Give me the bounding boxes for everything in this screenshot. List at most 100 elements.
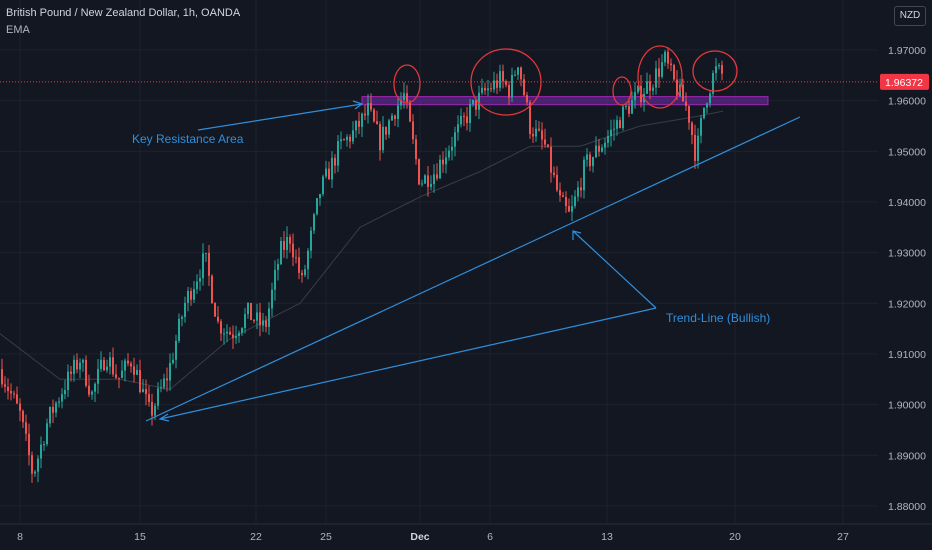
candle-body	[415, 139, 417, 160]
candle-body	[481, 87, 483, 93]
candle-body	[721, 65, 723, 74]
trendline-annotation-label: Trend-Line (Bullish)	[666, 311, 770, 325]
candle-body	[538, 128, 540, 131]
candle-body	[97, 368, 99, 384]
candle-body	[190, 290, 192, 300]
candle-body	[715, 66, 717, 74]
candle-body	[13, 393, 15, 395]
candle-body	[625, 106, 627, 108]
candle-body	[454, 132, 456, 147]
candle-body	[475, 99, 477, 110]
candle-body	[535, 128, 537, 137]
candle-body	[580, 187, 582, 191]
candle-body	[610, 129, 612, 137]
last-price-tag-bg	[880, 73, 929, 90]
candle-body	[466, 116, 468, 124]
candle-body	[547, 144, 549, 147]
candle-body	[286, 236, 288, 250]
candle-body	[217, 316, 219, 322]
candle-body	[142, 389, 144, 393]
candle-body	[262, 320, 264, 326]
price-axis[interactable]: 1.88000 1.89000 1.90000 1.91000 1.92000 1.930…	[888, 45, 926, 513]
candle-body	[265, 320, 267, 327]
candle-body	[271, 289, 273, 309]
candle-body	[112, 357, 114, 375]
candle-body	[193, 289, 195, 300]
candle-body	[589, 154, 591, 167]
candle-body	[406, 93, 408, 102]
candle-body	[541, 130, 543, 140]
resistance-zone	[361, 96, 769, 106]
candle-body	[166, 378, 168, 381]
candle-body	[187, 290, 189, 303]
candle-body	[109, 357, 111, 367]
candle-body	[655, 68, 657, 88]
candle-body	[82, 359, 84, 363]
candle-body	[283, 241, 285, 250]
candle-body	[439, 159, 441, 179]
candle-body	[208, 253, 210, 276]
candle-body	[667, 51, 669, 64]
time-axis[interactable]: 8 15 22 25 Dec 6 13 20 27	[17, 531, 849, 543]
candle-body	[1, 369, 3, 385]
y-tick-label: 1.91000	[888, 349, 926, 361]
candle-body	[472, 99, 474, 105]
candle-body	[52, 406, 54, 413]
candle-body	[331, 157, 333, 180]
last-price-tag: 1.96372	[880, 73, 929, 90]
candle-body	[79, 362, 81, 370]
candle-body	[181, 316, 183, 319]
candle-body	[706, 103, 708, 108]
candle-body	[484, 87, 486, 91]
annotations	[145, 100, 801, 422]
candle-body	[397, 105, 399, 119]
candle-body	[496, 80, 498, 88]
candle-body	[634, 92, 636, 100]
candle-body	[682, 84, 684, 102]
candle-body	[100, 359, 102, 369]
candle-body	[523, 79, 525, 96]
candle-body	[40, 444, 42, 459]
candle-body	[163, 378, 165, 388]
candle-body	[703, 107, 705, 119]
peak-circle-5	[692, 50, 738, 92]
candle-body	[502, 71, 504, 82]
candle-body	[493, 80, 495, 90]
peak-circle-3	[612, 76, 632, 106]
candle-body	[718, 65, 720, 67]
candle-body	[205, 253, 207, 255]
candle-body	[328, 168, 330, 180]
chart-title: British Pound / New Zealand Dollar, 1h, …	[6, 7, 241, 19]
candle-body	[61, 394, 63, 402]
candle-body	[709, 93, 711, 104]
candle-body	[151, 401, 153, 416]
candle-body	[673, 65, 675, 80]
trendline-arrowhead-upper	[572, 230, 582, 240]
candle-body	[25, 422, 27, 434]
candle-body	[211, 275, 213, 304]
candle-body	[310, 230, 312, 251]
candle-body	[343, 139, 345, 141]
candle-body	[145, 389, 147, 395]
candle-body	[4, 384, 6, 387]
candle-body	[427, 175, 429, 187]
candle-body	[301, 272, 303, 276]
candle-body	[118, 377, 120, 379]
candle-body	[688, 106, 690, 123]
currency-button[interactable]: NZD	[894, 6, 926, 26]
candle-body	[568, 206, 570, 212]
candle-body	[91, 391, 93, 395]
candle-body	[355, 120, 357, 131]
candle-body	[649, 81, 651, 91]
candle-body	[433, 174, 435, 184]
candle-body	[505, 81, 507, 85]
candle-body	[553, 172, 555, 175]
candle-body	[7, 386, 9, 392]
candle-body	[436, 174, 438, 179]
candle-body	[676, 79, 678, 97]
candle-body	[64, 390, 66, 395]
candle-body	[55, 402, 57, 413]
candle-body	[511, 74, 513, 98]
trendline-arrow-lower	[159, 307, 657, 420]
